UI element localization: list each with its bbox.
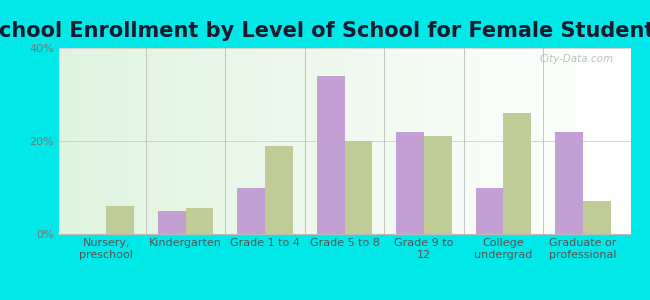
Bar bbox=[396, 132, 424, 234]
Bar bbox=[106, 206, 134, 234]
Bar bbox=[476, 188, 503, 234]
Bar bbox=[424, 136, 452, 234]
Text: School Enrollment by Level of School for Female Students: School Enrollment by Level of School for… bbox=[0, 21, 650, 41]
Bar bbox=[317, 76, 345, 234]
Bar bbox=[555, 132, 583, 234]
Bar bbox=[237, 188, 265, 234]
Text: City-Data.com: City-Data.com bbox=[540, 54, 614, 64]
Bar bbox=[503, 113, 531, 234]
Bar bbox=[344, 141, 372, 234]
Bar bbox=[186, 208, 213, 234]
Bar bbox=[583, 202, 610, 234]
Bar bbox=[158, 211, 186, 234]
Bar bbox=[265, 146, 293, 234]
